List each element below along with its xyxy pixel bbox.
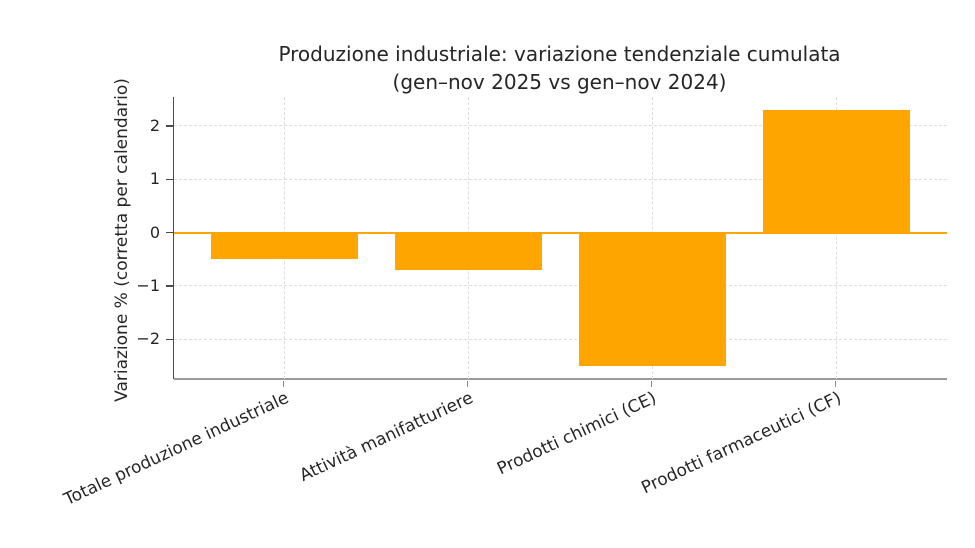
chart-title-line2: (gen–nov 2025 vs gen–nov 2024) [392, 70, 727, 94]
zero-baseline [174, 231, 947, 234]
y-tick-mark [166, 231, 173, 234]
y-tick-label: −2 [136, 329, 160, 349]
y-tick-mark [166, 178, 173, 180]
y-tick-label: 1 [149, 169, 160, 189]
x-tick-mark [466, 380, 469, 387]
x-axis-spine [174, 377, 947, 380]
y-tick-mark [166, 338, 173, 341]
y-tick-mark [166, 125, 173, 127]
vertical-gridline [835, 97, 837, 379]
chart-title: Produzione industriale: variazione tende… [173, 40, 946, 96]
bar [210, 232, 359, 260]
bar [394, 232, 543, 271]
x-tick-mark [834, 380, 837, 387]
horizontal-gridline [174, 125, 947, 127]
bar [578, 232, 727, 367]
y-tick-mark [166, 285, 173, 287]
x-tick-mark [650, 380, 653, 387]
y-tick-label: 0 [149, 222, 160, 242]
horizontal-gridline [174, 285, 947, 287]
horizontal-gridline [174, 178, 947, 180]
chart-title-line1: Produzione industriale: variazione tende… [278, 42, 841, 66]
y-tick-label: 2 [149, 115, 160, 135]
x-category-label-text: Prodotti farmaceutici (CF) [637, 388, 845, 499]
y-tick-label: −1 [136, 276, 160, 296]
x-tick-mark [282, 380, 285, 387]
bar [762, 109, 911, 233]
x-category-label: Prodotti farmaceutici (CF) [406, 388, 844, 498]
plot-area [173, 97, 947, 380]
horizontal-gridline [174, 338, 947, 340]
